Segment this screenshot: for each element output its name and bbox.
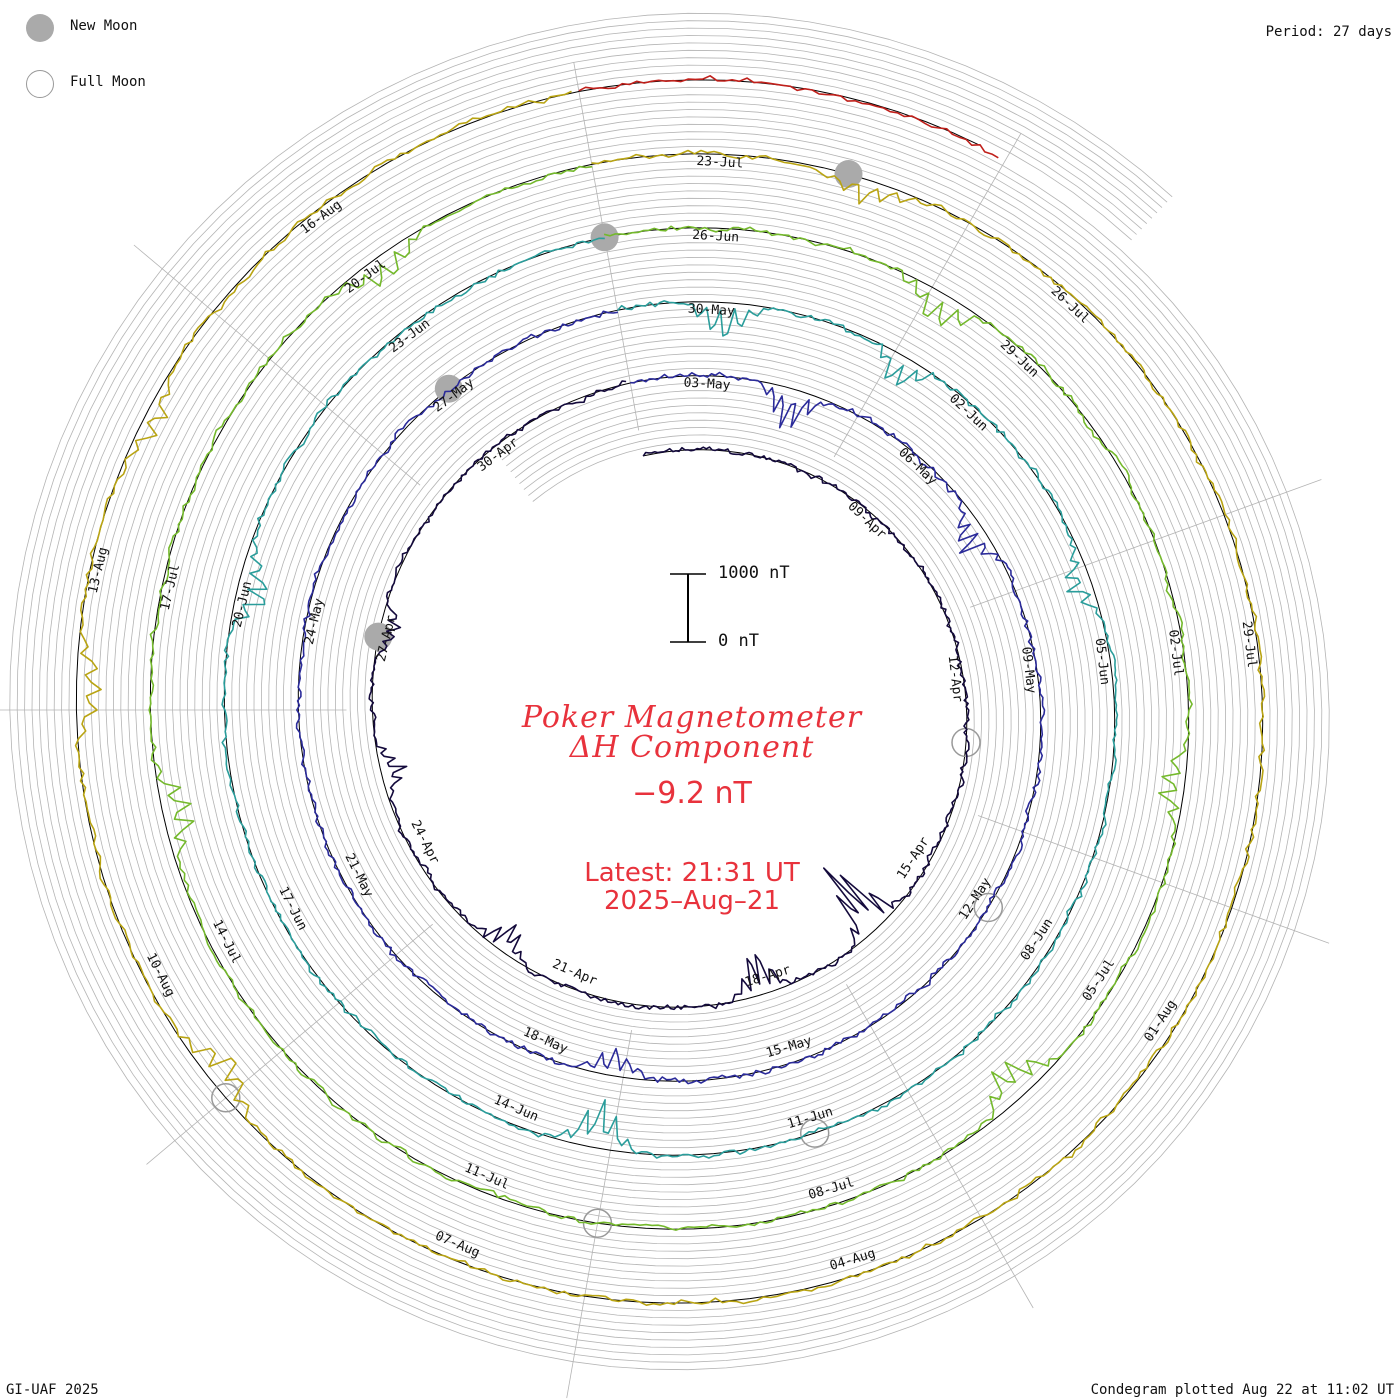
- date-label: 09-Apr: [844, 499, 889, 542]
- trace-revolution-6: [578, 75, 999, 159]
- date-label: 14-Jun: [491, 1093, 540, 1125]
- trace-revolution-5: [74, 90, 1266, 1306]
- spoke-2: [970, 479, 1322, 608]
- new-moon-marker-3: [434, 374, 463, 403]
- spoke-3: [977, 815, 1330, 944]
- full-moon-marker-8: [211, 1083, 241, 1113]
- date-label: 21-Apr: [550, 957, 599, 989]
- new-moon-icon: [26, 14, 54, 42]
- current-value: −9.2 nT: [632, 776, 752, 811]
- spoke-6: [146, 923, 433, 1165]
- date-label: 07-Aug: [433, 1229, 482, 1261]
- scale-bottom-label: 0 nT: [718, 631, 759, 651]
- grid-spiral-3: [53, 57, 1286, 1326]
- full-moon-marker-2: [973, 892, 1004, 923]
- period-label: Period: 27 days: [1265, 24, 1392, 40]
- trace-revolution-3: [221, 237, 1119, 1159]
- date-label: 11-Jul: [462, 1161, 511, 1193]
- date-label: 30-May: [687, 302, 735, 320]
- full-moon-marker-4: [799, 1118, 830, 1148]
- trace-revolution-1: [368, 380, 970, 1011]
- new-moon-label: New Moon: [70, 18, 138, 34]
- full-moon-label: Full Moon: [70, 74, 146, 90]
- grid-spiral-2: [61, 64, 1278, 1319]
- baseline-0nT: [75, 79, 1264, 1304]
- date-label: 12-Apr: [945, 655, 965, 704]
- plotted-timestamp: Condegram plotted Aug 22 at 11:02 UT: [1090, 1382, 1394, 1398]
- data-traces: [74, 75, 1266, 1306]
- date-label: 09-May: [1018, 646, 1038, 695]
- date-label: 29-Jul: [1239, 620, 1259, 668]
- new-moon-marker-7: [834, 160, 863, 188]
- new-moon-marker-5: [590, 223, 619, 252]
- spoke-4: [846, 984, 1034, 1309]
- latest-time: Latest: 21:31 UT: [584, 858, 800, 888]
- credit-label: GI-UAF 2025: [6, 1382, 99, 1398]
- date-label: 01-Aug: [1142, 997, 1180, 1044]
- date-label: 05-Jul: [1080, 957, 1118, 1004]
- date-label: 08-Jun: [1018, 916, 1056, 963]
- scale-bar: [670, 573, 706, 643]
- day-spokes: [0, 62, 1330, 1399]
- grid-spiral-5: [38, 42, 1301, 1341]
- trace-revolution-4: [148, 165, 1193, 1231]
- moon-phase-markers: [211, 160, 1004, 1238]
- scale-top-label: 1000 nT: [718, 563, 790, 583]
- spoke-5: [566, 1030, 632, 1399]
- grid-spiral-9: [9, 12, 1330, 1371]
- grid-spiral-8: [16, 20, 1323, 1363]
- date-label: 29-Jun: [997, 337, 1041, 380]
- baseline-spiral: [75, 79, 1264, 1304]
- grid-spiral-4: [46, 49, 1293, 1334]
- chart-title: Poker Magnetometer: [521, 700, 863, 735]
- date-label: 23-Jul: [696, 154, 744, 172]
- grid-spiral-6: [31, 35, 1308, 1348]
- spiral-grid: [9, 12, 1330, 1371]
- date-label: 05-Jun: [1092, 637, 1112, 685]
- trace-revolution-2: [295, 310, 1046, 1085]
- date-label: 26-Jun: [692, 228, 740, 246]
- grid-spiral-1: [68, 72, 1271, 1311]
- date-label: 02-Jul: [1165, 629, 1185, 677]
- grid-spiral-7: [24, 27, 1315, 1356]
- spoke-8: [133, 244, 421, 486]
- latest-date: 2025–Aug–21: [603, 886, 781, 916]
- date-label: 03-May: [683, 375, 731, 393]
- full-moon-icon: [26, 70, 54, 98]
- date-label: 02-Jun: [946, 391, 990, 434]
- chart-subtitle: ΔH Component: [569, 730, 815, 765]
